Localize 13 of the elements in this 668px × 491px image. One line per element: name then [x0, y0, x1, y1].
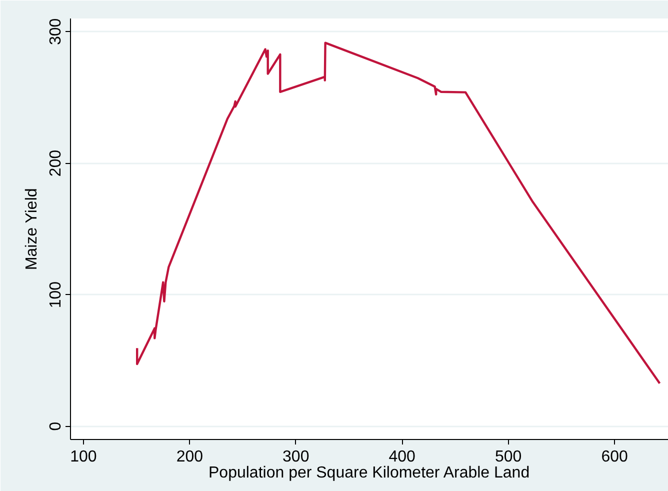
x-tick-label: 200 [176, 448, 204, 466]
x-tick-label: 500 [494, 448, 522, 466]
x-tick-label: 400 [388, 448, 416, 466]
line-series [136, 42, 661, 384]
y-tick-label: 100 [48, 281, 64, 308]
x-tick-label: 600 [601, 448, 628, 466]
y-axis-title: Maize Yield [24, 188, 40, 270]
x-tick-label: 100 [70, 448, 97, 466]
x-tick-label: 300 [282, 448, 310, 466]
y-tick-label: 200 [48, 150, 64, 177]
y-tick-label: 0 [48, 422, 64, 431]
y-tick-label: 300 [48, 18, 64, 46]
x-axis-title: Population per Square Kilometer Arable Land [208, 464, 530, 482]
